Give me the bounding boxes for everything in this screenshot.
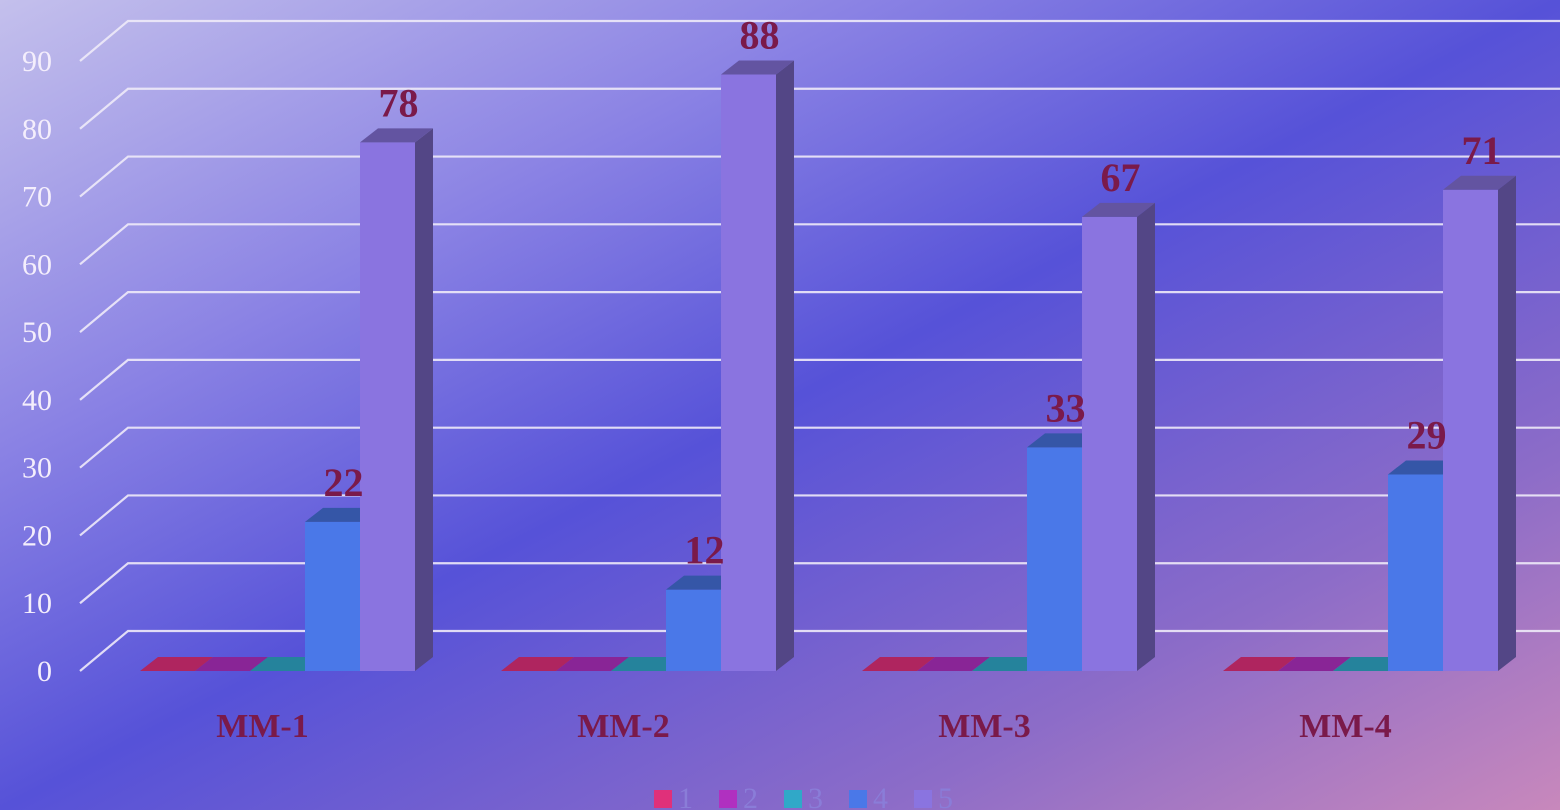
- bar-MM-3-series-1: [862, 657, 935, 671]
- y-tick-label-20: 20: [22, 519, 52, 552]
- legend-swatch-2: [719, 790, 737, 808]
- legend-label-3: 3: [808, 782, 823, 810]
- bar-MM-4-series-3: [1333, 657, 1406, 671]
- legend: 1 2 3 4 5: [654, 782, 953, 810]
- bar-MM-4-series-2: [1278, 657, 1351, 671]
- legend-swatch-5: [914, 790, 932, 808]
- bar-MM-4-series-5: [1443, 175, 1516, 671]
- category-label-MM-2: MM-2: [577, 708, 670, 745]
- bar-MM-3-series-3: [972, 657, 1045, 671]
- legend-swatch-3: [784, 790, 802, 808]
- category-label-MM-4: MM-4: [1299, 708, 1392, 745]
- legend-item-2: 2: [719, 782, 758, 810]
- bar-MM-2-series-5: [721, 60, 794, 672]
- gridline-90: [79, 19, 1560, 62]
- gridline-70: [79, 155, 1560, 198]
- data-label-MM-2-series-4: 12: [685, 528, 725, 573]
- bar-MM-1-series-1: [140, 657, 213, 671]
- gridline-80: [79, 87, 1560, 130]
- legend-item-1: 1: [654, 782, 693, 810]
- data-label-MM-4-series-5: 71: [1462, 128, 1502, 173]
- bar-MM-2-series-2: [556, 657, 629, 671]
- y-tick-label-50: 50: [22, 316, 52, 349]
- y-tick-label-90: 90: [22, 45, 52, 78]
- legend-swatch-4: [849, 790, 867, 808]
- y-tick-label-0: 0: [37, 655, 52, 688]
- data-label-MM-2-series-5: 88: [740, 13, 780, 58]
- y-tick-label-80: 80: [22, 113, 52, 146]
- bar-MM-2-series-1: [501, 657, 574, 671]
- data-label-MM-4-series-4: 29: [1407, 412, 1447, 457]
- bar-MM-1-series-3: [250, 657, 323, 671]
- category-label-MM-3: MM-3: [938, 708, 1031, 745]
- bar-MM-1-series-2: [195, 657, 268, 671]
- y-tick-label-30: 30: [22, 452, 52, 485]
- data-label-MM-1-series-5: 78: [379, 80, 419, 125]
- legend-label-2: 2: [743, 782, 758, 810]
- y-tick-label-70: 70: [22, 181, 52, 214]
- bar-MM-3-series-2: [917, 657, 990, 671]
- data-label-MM-3-series-5: 67: [1101, 155, 1141, 200]
- category-label-MM-1: MM-1: [216, 708, 309, 745]
- legend-swatch-1: [654, 790, 672, 808]
- y-tick-label-40: 40: [22, 384, 52, 417]
- data-label-MM-1-series-4: 22: [324, 460, 364, 505]
- data-label-MM-3-series-4: 33: [1046, 385, 1086, 430]
- bar-MM-3-series-5: [1082, 202, 1155, 671]
- bar-MM-4-series-1: [1223, 657, 1296, 671]
- bar-MM-2-series-3: [611, 657, 684, 671]
- legend-item-5: 5: [914, 782, 953, 810]
- legend-item-3: 3: [784, 782, 823, 810]
- y-tick-label-60: 60: [22, 248, 52, 281]
- legend-item-4: 4: [849, 782, 888, 810]
- y-tick-label-10: 10: [22, 587, 52, 620]
- bar-MM-1-series-5: [360, 128, 433, 672]
- legend-label-5: 5: [938, 782, 953, 810]
- legend-label-4: 4: [873, 782, 888, 810]
- legend-label-1: 1: [678, 782, 693, 810]
